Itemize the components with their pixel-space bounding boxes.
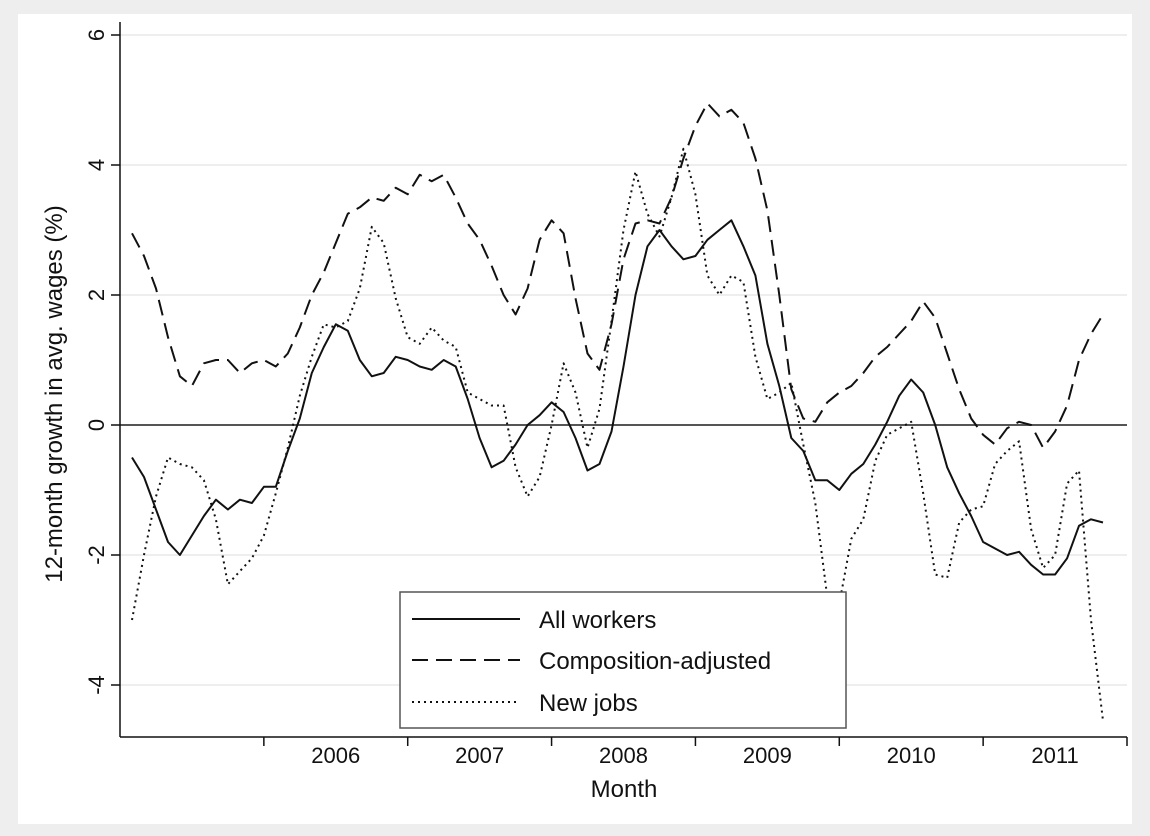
x-tick-label: 2011 [1031,743,1078,768]
y-tick-label: 2 [84,289,109,301]
y-tick-label: 0 [84,419,109,431]
series-layer [131,102,1104,721]
series-line-1 [131,102,1104,449]
x-tick-label: 2010 [887,743,936,768]
x-tick-label: 2007 [455,743,504,768]
y-axis-title: 12-month growth in avg. wages (%) [41,205,68,583]
legend-label-composition-adjusted: Composition-adjusted [539,648,771,675]
x-axis-ticks: 2006 2007 2008 2009 2010 2011 [263,737,1128,768]
y-tick-label: -2 [84,545,109,565]
x-tick-label: 2008 [599,743,648,768]
legend: All workers Composition-adjusted New job… [399,591,847,729]
legend-label-new-jobs: New jobs [539,690,638,717]
x-axis-title: Month [591,776,658,803]
y-tick-label: -4 [84,675,109,695]
y-tick-label: 6 [84,29,109,41]
x-tick-label: 2006 [311,743,360,768]
x-tick-label: 2009 [743,743,792,768]
axes [119,22,1127,738]
y-axis-ticks: 6 4 2 0 -2 -4 [84,29,120,695]
series-line-0 [131,219,1104,576]
legend-label-all-workers: All workers [539,607,656,634]
y-tick-label: 4 [84,159,109,171]
